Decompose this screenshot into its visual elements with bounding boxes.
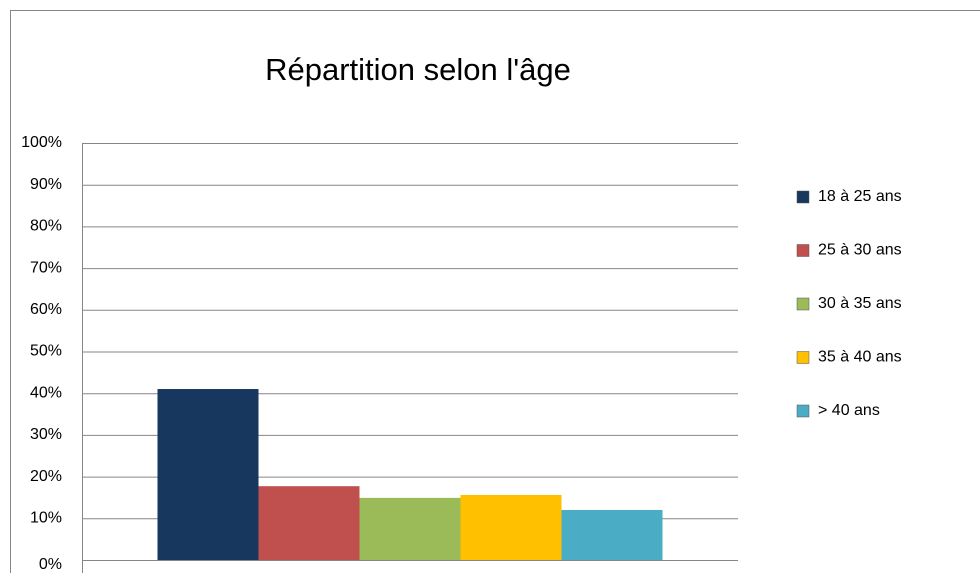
chart-title: Répartition selon l'âge [265,52,571,87]
y-tick-label: 70% [30,259,62,276]
legend-label: 18 à 25 ans [818,188,902,205]
bar [561,509,663,560]
bar [359,497,461,560]
y-tick-label: 10% [30,510,62,527]
y-tick-label: 60% [30,301,62,318]
y-tick-label: 50% [30,343,62,360]
legend-label: 25 à 30 ans [818,242,902,259]
y-tick-label: 20% [30,468,62,485]
bar [460,494,562,560]
y-tick-label: 40% [30,384,62,401]
legend-swatch [796,351,810,364]
legend-swatch [796,244,810,257]
legend-swatch [796,190,810,204]
legend-label: 35 à 40 ans [818,349,902,366]
y-tick-label: 100% [21,134,62,151]
legend-swatch [796,404,810,418]
y-tick-label: 90% [30,176,62,193]
bar [157,389,259,560]
legend-label: 30 à 35 ans [818,295,902,312]
legend-label: > 40 ans [818,402,880,419]
bar [258,486,360,560]
y-tick-label: 0% [39,556,62,573]
legend-swatch [796,297,810,311]
y-tick-label: 80% [30,218,62,235]
chart-frame [10,10,980,573]
y-tick-label: 30% [30,426,62,443]
